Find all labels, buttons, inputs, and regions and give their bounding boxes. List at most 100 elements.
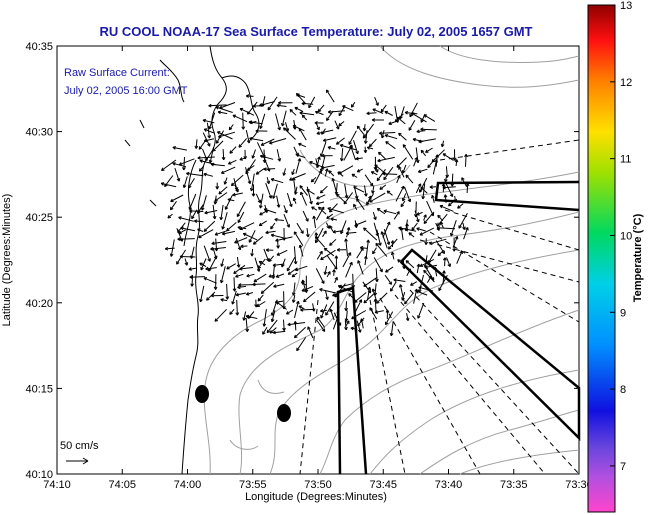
current-vector [291, 168, 295, 175]
current-vector [456, 250, 463, 264]
current-vector [464, 153, 468, 167]
current-vector [239, 107, 255, 116]
current-vector [274, 217, 284, 222]
current-vector [421, 183, 426, 200]
current-vector [327, 207, 344, 214]
current-vector [250, 248, 254, 257]
current-vector [235, 237, 242, 251]
current-vector [357, 260, 364, 275]
current-vector [371, 288, 377, 301]
current-vector [275, 236, 293, 242]
current-vector [332, 290, 346, 297]
current-vector [269, 138, 287, 145]
current-vector [315, 201, 325, 206]
current-vector [432, 159, 438, 175]
current-vector [316, 129, 334, 135]
current-vector [410, 281, 418, 286]
current-vector [402, 144, 414, 160]
current-vector [375, 268, 379, 283]
current-vector [285, 309, 294, 315]
current-vector [160, 182, 177, 188]
current-vector [363, 146, 368, 154]
current-vector [457, 203, 464, 209]
current-vector [409, 102, 418, 118]
current-vector [203, 245, 211, 262]
current-vector [184, 258, 189, 266]
colorbar-ticks: 13 12 11 10 9 8 7 [610, 0, 632, 473]
current-vector [229, 146, 237, 154]
current-vector [260, 281, 275, 294]
current-vector [371, 118, 384, 122]
current-vector [235, 299, 240, 316]
current-vector [208, 112, 216, 130]
current-vector [329, 308, 335, 321]
current-vector [324, 168, 329, 177]
current-vector [302, 210, 309, 222]
current-vector [334, 120, 340, 130]
current-vector [283, 205, 288, 214]
current-vector [275, 273, 285, 278]
current-vector [404, 292, 414, 305]
current-vector [413, 288, 419, 304]
current-vector [336, 193, 347, 205]
current-vector [205, 266, 217, 271]
current-vector [197, 228, 204, 232]
current-vector [172, 146, 187, 151]
current-vector [441, 183, 446, 193]
current-vector [291, 295, 296, 303]
current-vector [465, 183, 470, 194]
current-vector [420, 186, 428, 194]
current-vector [376, 169, 386, 182]
current-vector [286, 256, 296, 272]
colorbar-tick-label: 12 [620, 77, 632, 89]
current-vector [242, 311, 247, 321]
current-vector [320, 164, 335, 170]
current-vector [402, 258, 406, 269]
current-vector [252, 104, 265, 108]
current-vector [398, 132, 407, 141]
current-vector [353, 140, 359, 155]
current-vector [293, 231, 304, 247]
current-vector [408, 119, 416, 131]
current-vector [309, 161, 324, 168]
current-vector [248, 230, 256, 243]
current-vector [314, 121, 324, 125]
current-vector [266, 177, 271, 185]
current-vector [444, 175, 448, 183]
current-vector [365, 239, 370, 257]
current-vector [317, 104, 325, 113]
current-vector [259, 193, 264, 209]
current-vector [373, 298, 378, 313]
current-vector [220, 298, 228, 302]
current-vector [342, 105, 354, 112]
current-vector [178, 216, 195, 222]
current-vector [383, 166, 394, 181]
current-vector [199, 285, 205, 303]
current-vector [349, 145, 356, 161]
current-vector [236, 201, 246, 218]
current-vector [199, 262, 207, 268]
y-tick-label: 40:35 [25, 41, 53, 53]
current-vector [179, 254, 196, 259]
current-vector [282, 319, 286, 331]
current-vector [393, 211, 400, 220]
current-vector [376, 208, 386, 215]
current-vector [314, 236, 325, 248]
current-vector [354, 220, 367, 227]
current-vector [396, 116, 406, 125]
current-vector [356, 247, 364, 259]
current-vector [351, 173, 358, 178]
current-vector [325, 301, 335, 316]
current-vector [334, 276, 338, 284]
current-vector [418, 286, 434, 292]
current-vector [369, 307, 378, 320]
current-vector [174, 167, 181, 182]
current-vector [203, 172, 214, 177]
current-vector [223, 177, 228, 185]
current-vector [344, 183, 349, 199]
current-vector [194, 219, 204, 224]
current-vector [420, 127, 437, 132]
y-tick-label: 40:15 [25, 383, 53, 395]
current-vector [293, 326, 306, 339]
